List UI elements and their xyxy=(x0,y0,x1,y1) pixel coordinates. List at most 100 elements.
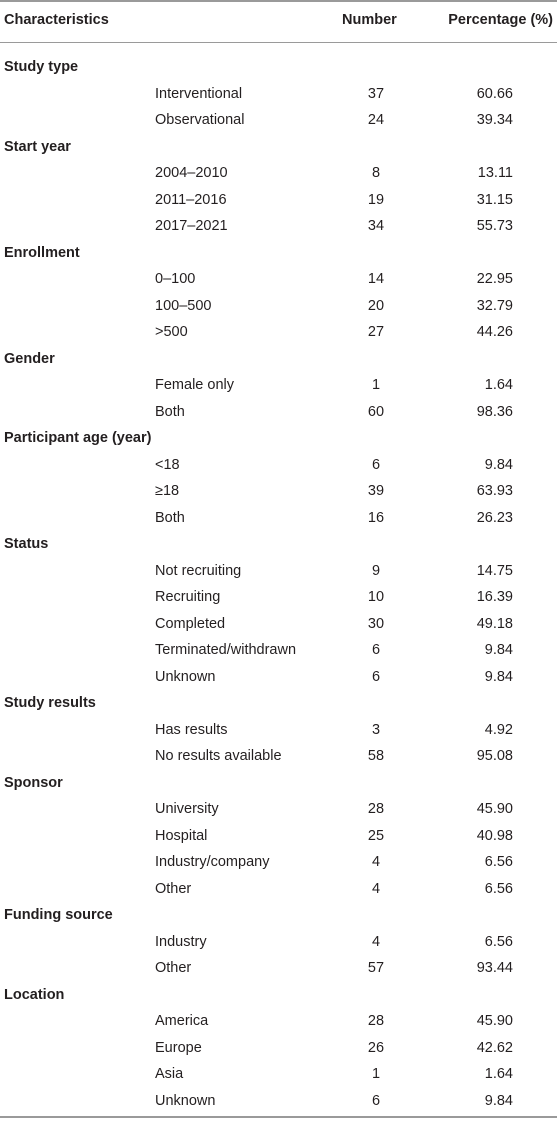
row-label: Both xyxy=(155,509,185,526)
table-row: Unknown 6 9.84 xyxy=(0,664,557,691)
row-label: Other xyxy=(155,880,192,897)
category-row: Location xyxy=(0,982,557,1009)
row-percentage: 14.75 xyxy=(476,562,513,579)
category-label: Start year xyxy=(4,138,71,155)
table-row: Observational 24 39.34 xyxy=(0,107,557,134)
table-row: Has results 3 4.92 xyxy=(0,717,557,744)
row-percentage: 1.64 xyxy=(484,1066,513,1082)
row-number: 6 xyxy=(371,1092,381,1109)
table-row: Both 60 98.36 xyxy=(0,399,557,426)
category-label: Gender xyxy=(4,350,55,367)
category-label: Enrollment xyxy=(4,244,80,261)
category-row: Participant age (year) xyxy=(0,425,557,452)
row-label: 0–100 xyxy=(155,271,196,287)
row-percentage: 93.44 xyxy=(476,960,513,976)
row-number: 14 xyxy=(367,271,385,287)
row-label: 2004–2010 xyxy=(155,165,228,181)
category-row: Study results xyxy=(0,690,557,717)
row-number: 1 xyxy=(371,377,381,393)
table-row: No results available 58 95.08 xyxy=(0,743,557,770)
row-label: Interventional xyxy=(155,85,243,102)
table-header-rule xyxy=(0,42,557,43)
row-label: Both xyxy=(155,403,185,420)
row-label: Female only xyxy=(155,377,234,393)
row-number: 28 xyxy=(367,801,385,817)
table-bottom-rule xyxy=(0,1116,557,1118)
table-row: Europe 26 42.62 xyxy=(0,1035,557,1062)
row-number: 30 xyxy=(367,615,385,632)
row-percentage: 39.34 xyxy=(476,112,513,128)
table-row: Terminated/withdrawn 6 9.84 xyxy=(0,637,557,664)
row-number: 4 xyxy=(371,880,381,897)
category-label: Status xyxy=(4,536,49,552)
row-label: ≥18 xyxy=(155,483,180,499)
row-percentage: 9.84 xyxy=(484,456,513,473)
row-percentage: 6.56 xyxy=(484,854,513,870)
table-row: 100–500 20 32.79 xyxy=(0,293,557,320)
row-percentage: 16.39 xyxy=(476,589,513,605)
row-percentage: 55.73 xyxy=(476,218,513,234)
table-row: 2004–2010 8 13.11 xyxy=(0,160,557,187)
row-label: Terminated/withdrawn xyxy=(155,642,297,658)
row-label: No results available xyxy=(155,748,282,764)
row-percentage: 98.36 xyxy=(476,403,513,420)
table-row: Not recruiting 9 14.75 xyxy=(0,558,557,585)
row-number: 6 xyxy=(371,668,381,685)
table-row: Industry 4 6.56 xyxy=(0,929,557,956)
row-percentage: 4.92 xyxy=(484,721,513,738)
row-label: Has results xyxy=(155,721,228,738)
row-number: 27 xyxy=(367,324,385,340)
row-number: 3 xyxy=(371,721,381,738)
row-number: 8 xyxy=(371,165,381,181)
category-row: Sponsor xyxy=(0,770,557,797)
row-label: Observational xyxy=(155,112,245,128)
row-label: Industry xyxy=(155,933,207,950)
row-label: 2017–2021 xyxy=(155,218,228,234)
table-row: Other 57 93.44 xyxy=(0,955,557,982)
table-row: Both 16 26.23 xyxy=(0,505,557,532)
row-label: Not recruiting xyxy=(155,562,242,579)
row-percentage: 22.95 xyxy=(476,271,513,287)
row-percentage: 60.66 xyxy=(476,85,513,102)
row-percentage: 45.90 xyxy=(476,1013,513,1029)
table-row: University 28 45.90 xyxy=(0,796,557,823)
row-number: 34 xyxy=(367,218,385,234)
row-percentage: 6.56 xyxy=(484,880,513,897)
row-label: <18 xyxy=(155,456,180,473)
category-row: Status xyxy=(0,531,557,558)
row-percentage: 9.84 xyxy=(484,668,513,685)
row-label: Unknown xyxy=(155,668,216,685)
row-percentage: 6.56 xyxy=(484,933,513,950)
row-percentage: 9.84 xyxy=(484,1092,513,1109)
table-row: Interventional 37 60.66 xyxy=(0,81,557,108)
category-row: Gender xyxy=(0,346,557,373)
row-number: 20 xyxy=(367,297,385,314)
row-number: 19 xyxy=(367,191,385,208)
table-row: Female only 1 1.64 xyxy=(0,372,557,399)
category-row: Enrollment xyxy=(0,240,557,267)
row-percentage: 1.64 xyxy=(484,377,513,393)
row-percentage: 32.79 xyxy=(476,297,513,314)
table-body: Study type Interventional 37 60.66 Observati… xyxy=(0,54,557,1114)
table-row: 2017–2021 34 55.73 xyxy=(0,213,557,240)
row-number: 4 xyxy=(371,933,381,950)
table-row: <18 6 9.84 xyxy=(0,452,557,479)
row-label: Other xyxy=(155,960,192,976)
table-row: Unknown 6 9.84 xyxy=(0,1088,557,1115)
category-label: Study results xyxy=(4,695,96,711)
row-percentage: 42.62 xyxy=(476,1039,513,1056)
row-number: 1 xyxy=(371,1066,381,1082)
table-row: >500 27 44.26 xyxy=(0,319,557,346)
row-number: 25 xyxy=(367,827,385,844)
row-percentage: 13.11 xyxy=(477,165,513,181)
row-percentage: 49.18 xyxy=(476,615,513,632)
table-row: Hospital 25 40.98 xyxy=(0,823,557,850)
row-percentage: 95.08 xyxy=(476,748,513,764)
row-number: 39 xyxy=(367,483,385,499)
table-row: ≥18 39 63.93 xyxy=(0,478,557,505)
table-row: 2011–2016 19 31.15 xyxy=(0,187,557,214)
row-label: University xyxy=(155,801,219,817)
row-number: 4 xyxy=(371,854,381,870)
row-label: 2011–2016 xyxy=(155,191,227,208)
